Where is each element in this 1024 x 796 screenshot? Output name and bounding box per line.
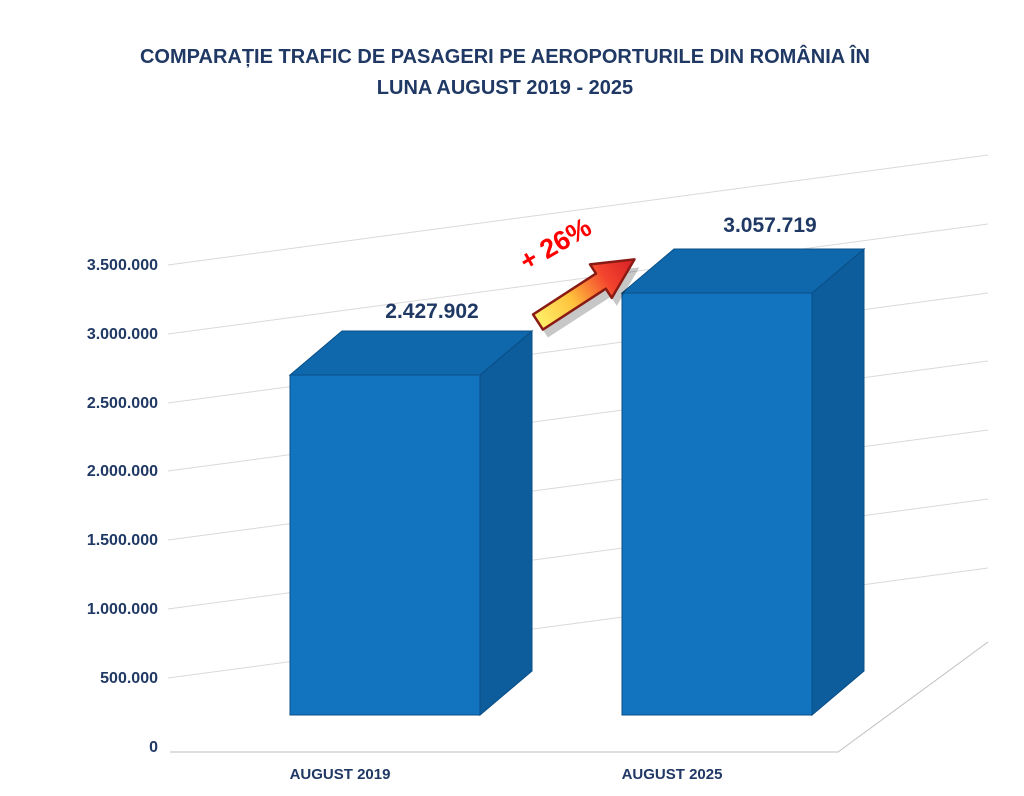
ytick-1000000: 1.000.000 xyxy=(87,601,158,618)
chart-title-line-2: LUNA AUGUST 2019 - 2025 xyxy=(377,77,633,99)
ytick-2500000: 2.500.000 xyxy=(87,395,158,412)
ytick-3000000: 3.000.000 xyxy=(87,326,158,343)
category-label-august-2019: AUGUST 2019 xyxy=(290,766,391,783)
percent-increase-label: + 26% xyxy=(515,212,597,277)
value-label-august-2025: 3.057.719 xyxy=(723,214,816,237)
bar-august-2019-side-face xyxy=(479,329,533,717)
data-labels: 2.427.902 3.057.719 xyxy=(385,214,816,323)
ytick-0: 0 xyxy=(149,739,158,756)
ytick-500000: 500.000 xyxy=(100,670,158,687)
x-axis-labels: AUGUST 2019 AUGUST 2025 xyxy=(290,766,723,783)
ytick-3500000: 3.500.000 xyxy=(87,257,158,274)
gridline-3500000 xyxy=(167,154,989,266)
category-label-august-2025: AUGUST 2025 xyxy=(622,766,723,783)
chart-title-line-1: COMPARAȚIE TRAFIC DE PASAGERI PE AEROPOR… xyxy=(140,44,870,68)
growth-arrow-icon xyxy=(531,258,636,331)
y-axis-labels: 3.500.000 3.000.000 2.500.000 2.000.000 … xyxy=(87,257,158,756)
bar-august-2025-side-face xyxy=(811,247,865,717)
ytick-2000000: 2.000.000 xyxy=(87,463,158,480)
chart-title: COMPARAȚIE TRAFIC DE PASAGERI PE AEROPOR… xyxy=(140,44,870,99)
bar-august-2025 xyxy=(620,247,866,717)
value-label-august-2019: 2.427.902 xyxy=(385,300,478,323)
bar-august-2019-front-face xyxy=(289,374,481,716)
floor-right-edge xyxy=(837,641,989,753)
gridline-3000000 xyxy=(167,223,989,335)
bar-august-2025-front-face xyxy=(621,292,813,716)
bar-august-2019 xyxy=(288,329,534,717)
ytick-1500000: 1.500.000 xyxy=(87,532,158,549)
